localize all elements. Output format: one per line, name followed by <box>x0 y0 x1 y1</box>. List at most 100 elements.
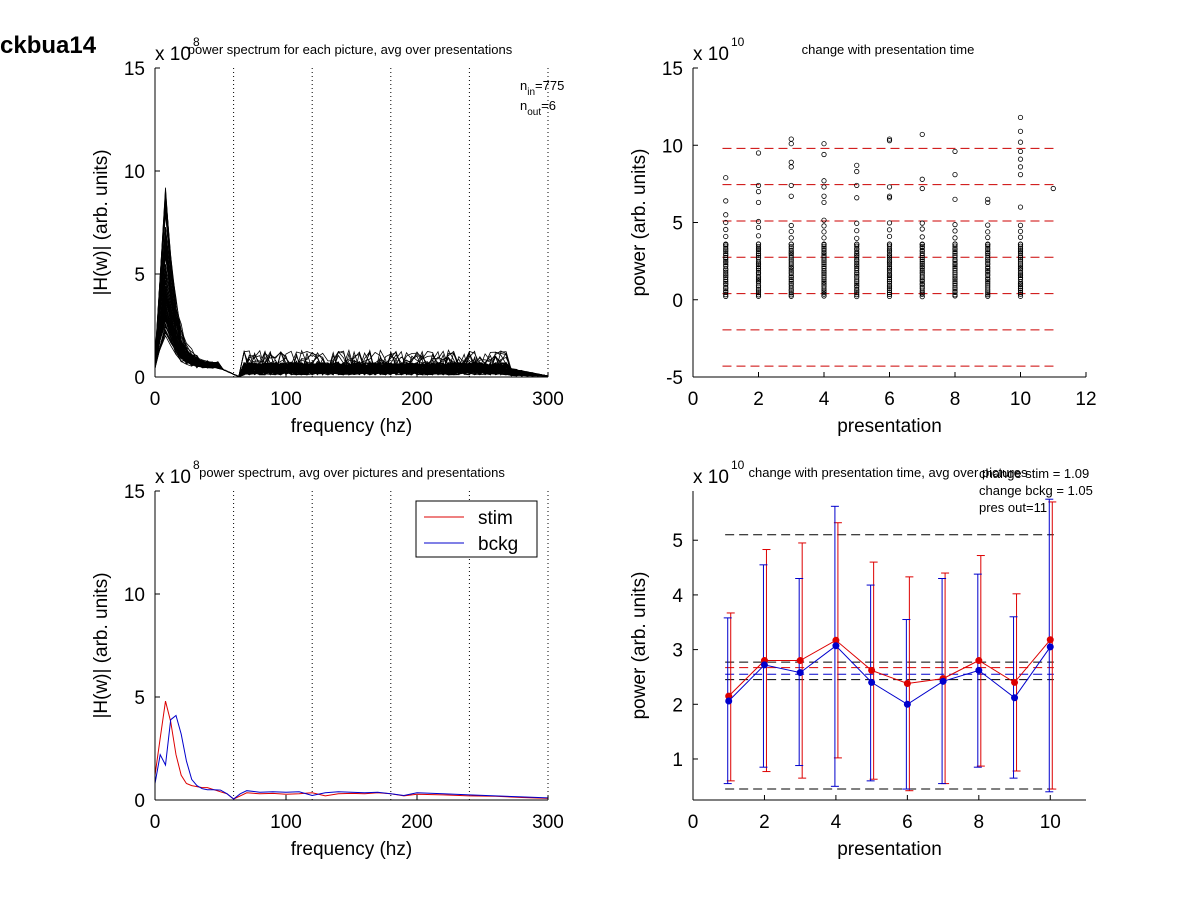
x-tick-label: 8 <box>950 389 961 410</box>
data-point <box>755 280 762 286</box>
data-point-bckg <box>760 661 768 669</box>
data-point <box>952 241 958 247</box>
x-axis-label: presentation <box>837 416 942 437</box>
x-axis-label: frequency (hz) <box>291 839 412 860</box>
data-point <box>952 258 958 264</box>
data-point <box>919 241 925 247</box>
y-tick-label: 15 <box>662 59 683 80</box>
data-point <box>985 264 991 270</box>
data-point <box>985 247 991 253</box>
data-point <box>886 293 893 300</box>
x-tick-label: 0 <box>150 389 161 410</box>
y-axis-label: power (arb. units) <box>629 572 650 720</box>
spectrum-line <box>154 244 549 378</box>
data-point <box>1017 247 1024 253</box>
data-point <box>985 267 991 274</box>
data-point <box>821 269 827 275</box>
data-point <box>788 222 794 229</box>
data-point <box>919 176 925 182</box>
data-point <box>1017 250 1024 256</box>
data-point <box>723 277 729 283</box>
data-point <box>919 254 925 261</box>
data-point <box>723 273 729 279</box>
sample-count-annotation: nout=6 <box>520 98 556 118</box>
change-annotation: change bckg = 1.05 <box>979 483 1093 498</box>
data-point <box>1017 274 1024 281</box>
data-point <box>755 241 762 247</box>
data-point <box>788 258 794 264</box>
data-point <box>821 241 827 247</box>
data-point <box>919 271 925 277</box>
y-tick-label: 5 <box>672 214 683 235</box>
legend-label-bckg: bckg <box>478 534 518 555</box>
data-point <box>821 141 827 147</box>
data-point <box>952 267 958 273</box>
spectrum-line <box>154 205 549 378</box>
data-point <box>854 281 860 287</box>
data-point <box>854 235 860 241</box>
data-point <box>854 282 860 289</box>
data-point <box>755 286 762 292</box>
data-point <box>919 247 925 253</box>
data-point <box>886 138 893 144</box>
data-point <box>952 254 958 260</box>
data-point <box>985 275 991 281</box>
data-point <box>755 254 762 260</box>
data-point <box>788 271 794 277</box>
data-point <box>919 131 925 138</box>
data-point <box>723 288 729 294</box>
data-point <box>854 195 860 201</box>
data-point <box>755 243 762 250</box>
data-point <box>788 252 794 258</box>
data-point <box>723 250 729 257</box>
data-point <box>755 150 762 156</box>
data-point <box>1017 139 1024 145</box>
data-point <box>919 267 925 273</box>
data-point <box>723 175 729 181</box>
data-point <box>985 222 991 228</box>
data-point <box>821 265 827 271</box>
data-point <box>723 263 729 269</box>
data-point <box>723 292 729 298</box>
data-point <box>952 275 958 281</box>
series-line-bckg <box>728 645 1051 705</box>
spectrum-line <box>154 187 549 378</box>
axis-exponent-label: x 10 <box>155 44 191 65</box>
data-point <box>788 182 794 189</box>
data-point <box>985 260 991 266</box>
y-tick-label: 1 <box>672 750 683 771</box>
data-point <box>886 278 893 284</box>
data-point-bckg <box>1046 643 1054 651</box>
data-point <box>788 269 794 275</box>
data-point <box>1017 272 1024 279</box>
data-point <box>854 168 860 175</box>
data-point <box>1017 260 1024 266</box>
data-point <box>919 284 925 290</box>
data-point <box>788 241 794 247</box>
data-point <box>919 220 925 226</box>
axis-exponent-power: 10 <box>731 458 745 472</box>
x-tick-label: 12 <box>1075 389 1096 410</box>
data-point <box>821 263 827 270</box>
data-point <box>952 286 958 292</box>
legend: stim bckg <box>415 500 538 558</box>
data-point <box>985 273 991 279</box>
data-point <box>821 293 827 299</box>
data-point-stim <box>975 657 983 665</box>
data-point <box>755 248 762 255</box>
data-point <box>985 229 991 235</box>
data-point <box>952 148 958 155</box>
data-point <box>723 284 729 290</box>
data-point <box>985 284 991 290</box>
y-tick-label: 10 <box>124 585 145 606</box>
series-line-bckg <box>154 714 549 800</box>
data-point <box>854 292 860 298</box>
data-point <box>854 290 860 296</box>
chart-title: change with presentation time, avg over … <box>749 465 1028 480</box>
data-point <box>919 278 925 285</box>
axis-exponent-power: 8 <box>193 35 200 49</box>
y-tick-label: 10 <box>662 136 683 157</box>
data-point <box>919 245 925 251</box>
data-point <box>854 265 860 271</box>
data-point <box>723 258 729 264</box>
